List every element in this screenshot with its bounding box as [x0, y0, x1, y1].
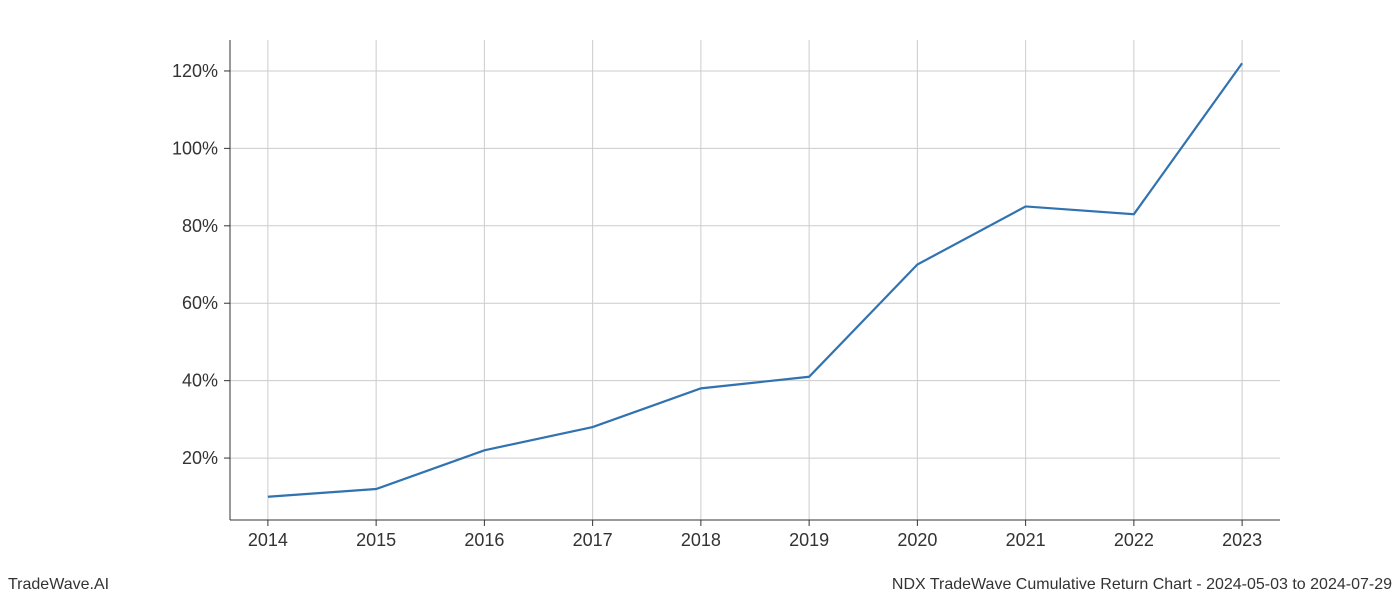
x-tick-label: 2017 [573, 530, 613, 550]
footer-caption: NDX TradeWave Cumulative Return Chart - … [892, 576, 1392, 594]
grid [230, 40, 1280, 520]
y-tick-label: 100% [172, 138, 218, 158]
y-tick-label: 60% [182, 293, 218, 313]
x-tick-label: 2018 [681, 530, 721, 550]
x-tick-label: 2022 [1114, 530, 1154, 550]
series-line [268, 63, 1242, 497]
x-tick-label: 2020 [897, 530, 937, 550]
x-tick-label: 2023 [1222, 530, 1262, 550]
y-tick-label: 120% [172, 61, 218, 81]
y-tick-label: 40% [182, 371, 218, 391]
y-tick-label: 80% [182, 216, 218, 236]
y-tick-label: 20% [182, 448, 218, 468]
x-tick-label: 2015 [356, 530, 396, 550]
axis-ticks: 2014 2015 2016 2017 2018 2019 2020 2021 2022 2023… [172, 61, 1262, 550]
footer-attribution: TradeWave.AI [8, 576, 109, 594]
x-tick-label: 2014 [248, 530, 288, 550]
x-tick-label: 2019 [789, 530, 829, 550]
chart-container: 2014 2015 2016 2017 2018 2019 2020 2021 2022 2023… [0, 0, 1400, 600]
axis-spines [230, 40, 1280, 520]
x-tick-label: 2016 [464, 530, 504, 550]
line-chart: 2014 2015 2016 2017 2018 2019 2020 2021 2022 2023… [0, 0, 1400, 600]
x-tick-label: 2021 [1006, 530, 1046, 550]
